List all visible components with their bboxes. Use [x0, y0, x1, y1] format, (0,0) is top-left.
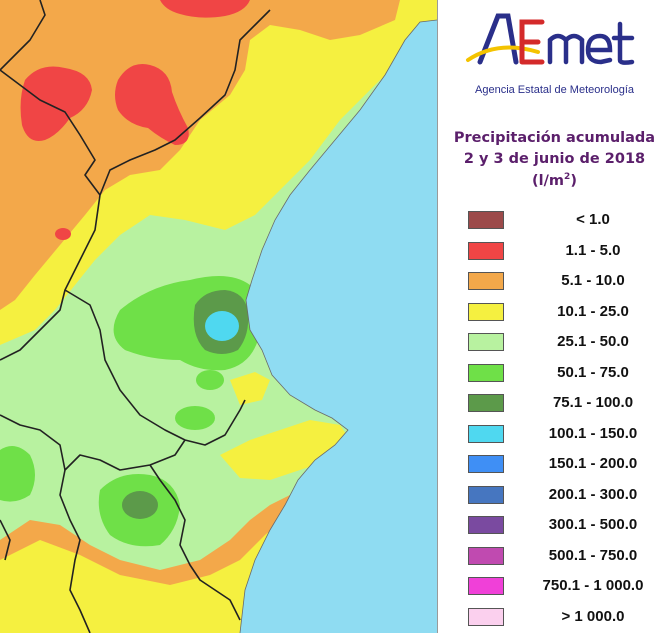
legend-swatch	[468, 608, 504, 626]
zone-75-100-south	[122, 491, 158, 519]
legend-label: 750.1 - 1 000.0	[518, 577, 668, 594]
legend-swatch	[468, 242, 504, 260]
legend-swatch	[468, 486, 504, 504]
legend-item: 300.1 - 500.0	[468, 514, 668, 545]
legend-item: > 1 000.0	[468, 606, 668, 636]
zone-50-75-small2	[175, 406, 215, 430]
zone-100-150	[205, 311, 239, 341]
legend-item: 50.1 - 75.0	[468, 362, 668, 393]
legend-swatch	[468, 425, 504, 443]
legend-swatch	[468, 333, 504, 351]
legend-swatch	[468, 516, 504, 534]
legend-label: 1.1 - 5.0	[518, 242, 668, 259]
legend-item: 10.1 - 25.0	[468, 301, 668, 332]
legend-label: 150.1 - 200.0	[518, 455, 668, 472]
legend-item: 750.1 - 1 000.0	[468, 575, 668, 606]
legend-swatch	[468, 364, 504, 382]
legend-label: 100.1 - 150.0	[518, 425, 668, 442]
legend-item: 100.1 - 150.0	[468, 423, 668, 454]
legend: < 1.0 1.1 - 5.0 5.1 - 10.0 10.1 - 25.0 25.1 …	[468, 209, 668, 636]
legend-swatch	[468, 577, 504, 595]
legend-label: < 1.0	[518, 211, 668, 228]
legend-swatch	[468, 272, 504, 290]
legend-label: 10.1 - 25.0	[518, 303, 668, 320]
legend-item: 25.1 - 50.0	[468, 331, 668, 362]
legend-label: > 1 000.0	[518, 608, 668, 625]
legend-label: 50.1 - 75.0	[518, 364, 668, 381]
map-title: Precipitación acumulada	[438, 130, 670, 146]
map-unit: (l/m2)	[438, 172, 670, 189]
precipitation-map	[0, 0, 437, 633]
legend-item: 75.1 - 100.0	[468, 392, 668, 423]
legend-label: 300.1 - 500.0	[518, 516, 668, 533]
legend-item: 500.1 - 750.0	[468, 545, 668, 576]
legend-label: 5.1 - 10.0	[518, 272, 668, 289]
agency-name: Agencia Estatal de Meteorología	[438, 84, 670, 96]
zone-1-5-spot	[55, 228, 71, 240]
legend-item: < 1.0	[468, 209, 668, 240]
map-date: 2 y 3 de junio de 2018	[438, 151, 670, 167]
legend-swatch	[468, 211, 504, 229]
legend-swatch	[468, 547, 504, 565]
legend-label: 25.1 - 50.0	[518, 333, 668, 350]
legend-label: 500.1 - 750.0	[518, 547, 668, 564]
legend-swatch	[468, 394, 504, 412]
zone-50-75-small1	[196, 370, 224, 390]
legend-item: 1.1 - 5.0	[468, 240, 668, 271]
legend-item: 150.1 - 200.0	[468, 453, 668, 484]
legend-swatch	[468, 303, 504, 321]
legend-item: 5.1 - 10.0	[468, 270, 668, 301]
legend-swatch	[468, 455, 504, 473]
legend-label: 200.1 - 300.0	[518, 486, 668, 503]
legend-panel: Agencia Estatal de Meteorología Precipit…	[437, 0, 670, 633]
legend-label: 75.1 - 100.0	[518, 394, 668, 411]
legend-item: 200.1 - 300.0	[468, 484, 668, 515]
